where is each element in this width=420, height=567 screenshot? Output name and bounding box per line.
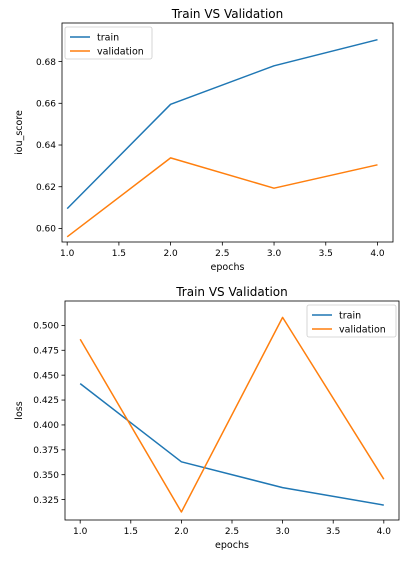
y-tick-label: 0.500 <box>33 322 59 332</box>
chart-title: Train VS Validation <box>175 285 288 299</box>
chart-1: 1.0 1.5 2.0 2.5 3.0 3.5 4.0 0.60 0.62 0.64 0.66 0.6… <box>14 7 394 273</box>
legend: train validation <box>64 26 153 60</box>
x-tick-label: 2.5 <box>215 249 229 259</box>
x-tick-label: 2.0 <box>163 249 178 259</box>
series-line-validation <box>79 316 385 513</box>
x-tick-label: 3.0 <box>267 249 282 259</box>
legend: train validation <box>306 304 397 338</box>
legend-label-train: train <box>339 310 361 321</box>
legend-label-validation: validation <box>97 46 144 57</box>
x-tick-label: 4.0 <box>377 527 392 537</box>
x-tick-label: 1.5 <box>124 527 138 537</box>
y-tick-label: 0.450 <box>33 371 59 381</box>
x-axis-label: epochs <box>211 262 245 273</box>
series-line-validation <box>66 157 378 238</box>
y-axis-label: loss <box>14 401 25 419</box>
legend-label-validation: validation <box>339 324 386 335</box>
y-tick-label: 0.64 <box>36 141 56 151</box>
x-tick-label: 3.5 <box>319 249 333 259</box>
y-tick-label: 0.62 <box>36 183 56 193</box>
y-tick-label: 0.350 <box>33 471 59 481</box>
chart-title: Train VS Validation <box>171 7 284 21</box>
series-line-train <box>66 38 378 210</box>
x-tick-label: 3.5 <box>326 527 340 537</box>
x-tick-label: 2.0 <box>174 527 189 537</box>
y-tick-label: 0.425 <box>33 396 59 406</box>
y-tick-label: 0.475 <box>33 346 59 356</box>
plot-frame <box>61 22 394 243</box>
x-tick-label: 3.0 <box>275 527 290 537</box>
x-tick-label: 1.0 <box>60 249 75 259</box>
y-tick-label: 0.68 <box>36 58 56 68</box>
y-tick-label: 0.60 <box>36 225 56 235</box>
y-tick-label: 0.325 <box>33 496 59 506</box>
y-tick-label: 0.375 <box>33 446 59 456</box>
x-tick-label: 2.5 <box>225 527 239 537</box>
series-line-train <box>79 383 384 506</box>
chart-2: 1.0 1.5 2.0 2.5 3.0 3.5 4.0 0.325 0.350 0.375 0.40… <box>14 285 400 551</box>
x-tick-label: 1.5 <box>112 249 126 259</box>
y-tick-label: 0.400 <box>33 421 59 431</box>
y-axis-label: iou_score <box>14 110 25 155</box>
legend-label-train: train <box>97 32 119 43</box>
x-tick-label: 1.0 <box>73 527 88 537</box>
x-tick-label: 4.0 <box>370 249 385 259</box>
x-axis-label: epochs <box>215 540 249 551</box>
y-tick-label: 0.66 <box>36 100 56 110</box>
